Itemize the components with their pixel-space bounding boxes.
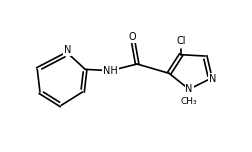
Text: CH₃: CH₃: [180, 97, 197, 106]
Text: O: O: [128, 32, 135, 42]
Text: Cl: Cl: [176, 36, 185, 46]
Text: NH: NH: [103, 66, 117, 76]
Text: N: N: [64, 45, 71, 55]
Text: N: N: [208, 74, 215, 84]
Text: N: N: [185, 84, 192, 94]
